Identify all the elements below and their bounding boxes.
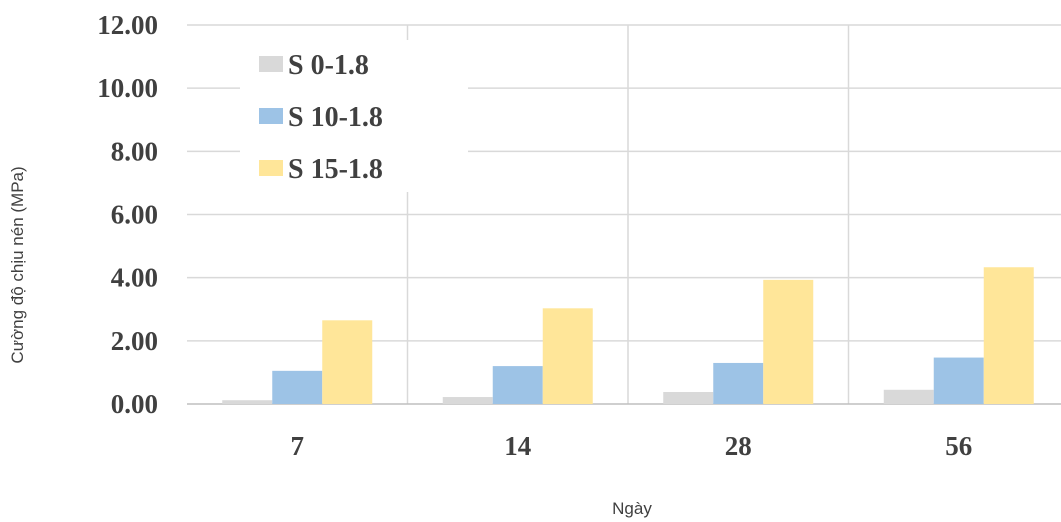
y-tick-label: 12.00 (97, 10, 158, 40)
y-tick-label: 6.00 (111, 200, 158, 230)
x-tick-label: 7 (291, 431, 305, 461)
bar (442, 397, 493, 404)
legend-swatch (259, 56, 283, 72)
y-tick-label: 0.00 (111, 389, 158, 419)
legend-label: S 0-1.8 (288, 50, 369, 81)
x-axis-title: Ngày (612, 499, 652, 518)
y-tick-label: 8.00 (111, 136, 158, 166)
y-tick-label: 2.00 (111, 326, 158, 356)
bar (272, 370, 323, 404)
x-tick-label: 56 (945, 431, 972, 461)
bar (222, 400, 273, 404)
y-axis-title: Cường độ chịu nén (MPa) (8, 166, 27, 363)
legend-label: S 10-1.8 (288, 102, 383, 133)
legend-swatch (259, 108, 283, 124)
bar (542, 308, 593, 404)
bar (663, 391, 714, 404)
legend-label: S 15-1.8 (288, 154, 383, 185)
bar (713, 362, 764, 404)
x-tick-label: 14 (504, 431, 531, 461)
bar (322, 320, 373, 404)
legend-swatch (259, 160, 283, 176)
y-tick-label: 4.00 (111, 263, 158, 293)
x-tick-label: 28 (725, 431, 752, 461)
bar (933, 357, 984, 404)
x-tick-labels: 7 14 28 56 (291, 431, 973, 461)
legend: S 0-1.8 S 10-1.8 S 15-1.8 (240, 40, 468, 192)
bar (983, 267, 1034, 404)
bars (222, 267, 1034, 404)
bar (883, 389, 934, 404)
bar (763, 279, 814, 404)
bar (492, 366, 543, 404)
y-tick-label: 10.00 (97, 73, 158, 103)
y-tick-labels: 0.00 2.00 4.00 6.00 8.00 10.00 12.00 (97, 10, 158, 419)
